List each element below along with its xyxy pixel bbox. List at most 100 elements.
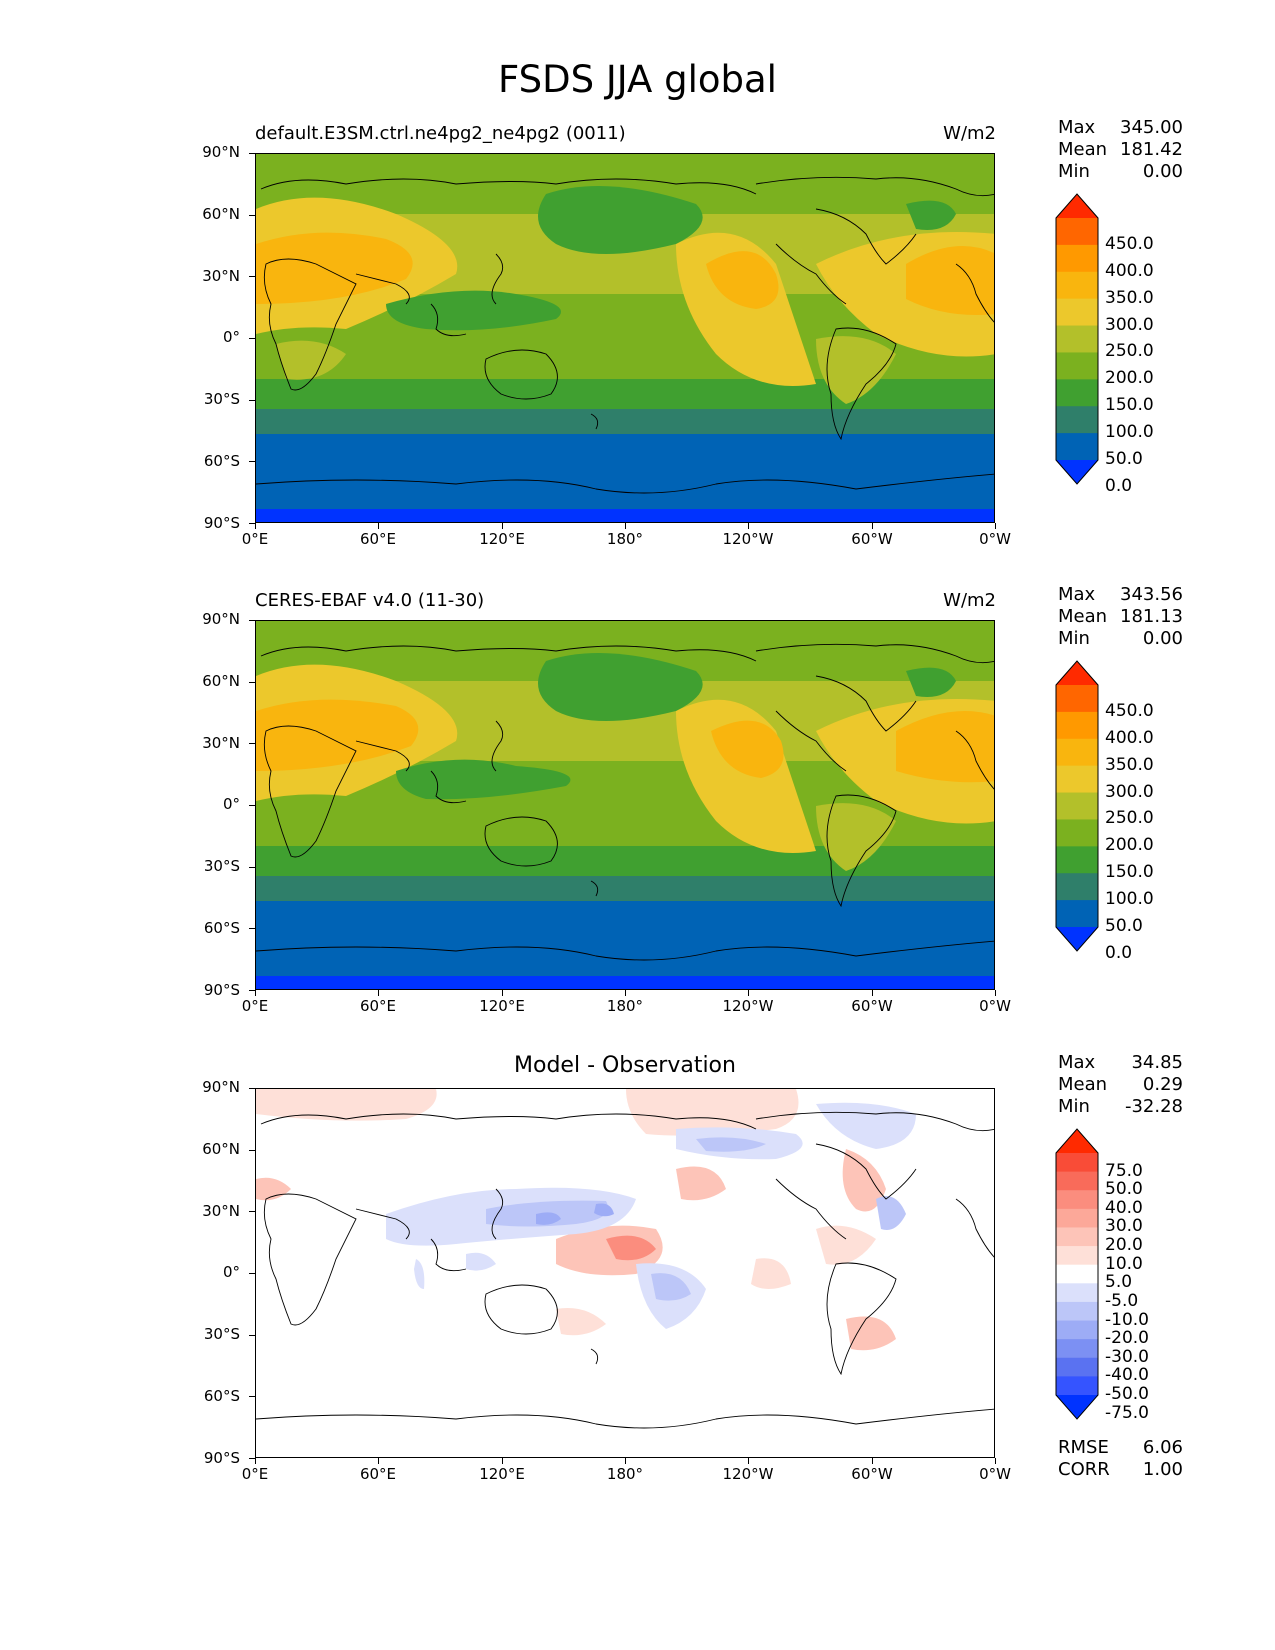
lat-tickmark [249, 866, 255, 868]
diff-title: Model - Observation [514, 1053, 736, 1078]
lat-tickmark [249, 1211, 255, 1213]
lat-tickmark [249, 1088, 255, 1089]
colorbar-tick-label: -5.0 [1105, 1290, 1139, 1311]
lon-tick: 120°W [722, 997, 774, 1015]
stat-label: Min [1058, 628, 1090, 649]
units-label: W/m2 [943, 590, 996, 611]
colorbar-segment [1056, 1283, 1098, 1303]
colorbar-tick-label: 50.0 [1105, 916, 1143, 936]
lon-tick: 60°W [851, 997, 893, 1015]
lon-tick: 0°E [241, 1465, 269, 1483]
stat-label: Min [1058, 1096, 1090, 1117]
colorbar-segment [1056, 271, 1098, 300]
colorbar-tick-label: -20.0 [1105, 1328, 1149, 1349]
colorbar-tick-label: 150.0 [1105, 395, 1154, 416]
colorbar-segment [1056, 1376, 1098, 1396]
colorbar-tick-label: 30.0 [1105, 1216, 1143, 1237]
lon-tickmark [994, 990, 996, 996]
colorbar-segment [1056, 433, 1098, 461]
lon-tickmark [624, 1458, 626, 1464]
colorbar-extend-bottom [1056, 1395, 1098, 1419]
stat-label: Mean [1058, 139, 1108, 160]
lat-tickmark [249, 523, 255, 525]
lat-tick: 60°S [203, 1387, 240, 1405]
stats-diff: Max 34.85 Mean 0.29 Min -32.28 [1058, 1052, 1183, 1118]
lon-tickmark [748, 1458, 750, 1464]
metrics-diff: RMSE 6.06 CORR 1.00 [1058, 1437, 1183, 1481]
stat-min: -32.28 [1124, 1096, 1183, 1117]
lon-tickmark [624, 523, 626, 529]
lon-tick: 0°W [979, 997, 1011, 1015]
lon-tick: 180° [606, 530, 644, 548]
stats-test: Max 345.00 Mean 181.42 Min 0.00 [1058, 117, 1183, 183]
colorbar-diff: 75.0 50.0 40.0 30.0 20.0 10.0 5.0 -5.0 -10.0 -20.… [1055, 1128, 1149, 1423]
lat-tick: 60°S [203, 452, 240, 470]
lat-tick: 90°N [202, 143, 240, 161]
lat-tick: 90°S [203, 514, 240, 532]
colorbar-segment [1056, 711, 1098, 740]
lon-tick: 60°E [359, 997, 397, 1015]
lat-tickmark [249, 805, 255, 806]
colorbar-segment [1056, 1208, 1098, 1228]
lon-tick: 120°E [479, 997, 525, 1015]
colorbar-tick-label: -50.0 [1105, 1384, 1149, 1404]
lat-tick: 30°S [203, 1325, 240, 1343]
stat-label: Max [1058, 117, 1096, 138]
lat-tickmark [249, 276, 255, 278]
colorbar-segment [1056, 765, 1098, 794]
colorbar-segment [1056, 352, 1098, 380]
colorbar-tick-label: 200.0 [1105, 368, 1154, 389]
colorbar-tick-label: 450.0 [1105, 700, 1154, 721]
colorbar-ref: 450.0 400.0 350.0 300.0 250.0 200.0 150.0 100.0… [1055, 660, 1154, 963]
colorbar-tick-label: 300.0 [1105, 314, 1154, 335]
colorbar-tick-label: 50.0 [1105, 1179, 1143, 1200]
colorbar-segment [1056, 325, 1098, 353]
lat-tick: 0° [222, 795, 240, 813]
lat-tick: 60°S [203, 919, 240, 937]
colorbar-segment [1056, 819, 1098, 847]
lon-tickmark [501, 523, 503, 529]
corr-value: 1.00 [1142, 1459, 1183, 1480]
colorbar-segment [1056, 1339, 1098, 1359]
colorbar-extend-top [1056, 661, 1098, 685]
colorbar-tick-label: -10.0 [1105, 1309, 1149, 1330]
contour-map-ref [256, 621, 994, 989]
colorbar-outline [1055, 1128, 1099, 1420]
lat-tickmark [249, 743, 255, 745]
lat-tickmark [249, 1396, 255, 1398]
colorbar-extend-top [1056, 194, 1098, 218]
lat-tick: 30°N [202, 1202, 240, 1220]
lon-tickmark [501, 1458, 503, 1464]
colorbar-tick-label: 250.0 [1105, 341, 1154, 362]
stat-min: 0.00 [1142, 161, 1183, 182]
lon-tick: 0°W [979, 530, 1011, 548]
stats-ref: Max 343.56 Mean 181.13 Min 0.00 [1058, 584, 1183, 650]
colorbar-tick-label: 200.0 [1105, 835, 1154, 856]
lon-tick: 60°E [359, 1465, 397, 1483]
units-label: W/m2 [943, 123, 996, 144]
lon-tick: 180° [606, 1465, 644, 1483]
lon-tickmark [255, 990, 256, 996]
lat-tick: 90°N [202, 1078, 240, 1096]
colorbar-tick-label: -75.0 [1105, 1402, 1149, 1423]
stat-mean: 181.42 [1120, 139, 1183, 160]
colorbar-tick-label: 0.0 [1105, 475, 1133, 496]
colorbar-tick-label: 20.0 [1105, 1235, 1143, 1256]
lon-tickmark [378, 1458, 380, 1464]
stat-mean: 181.13 [1120, 606, 1183, 627]
colorbar-segment [1056, 379, 1098, 407]
colorbar-tick-label: 400.0 [1105, 260, 1154, 281]
colorbar-tick-label: 5.0 [1105, 1272, 1133, 1293]
panel-label: default.E3SM.ctrl.ne4pg2_ne4pg2 (0011) [255, 123, 626, 144]
lon-tick: 120°E [479, 530, 525, 548]
colorbar-segment [1056, 685, 1098, 713]
lat-tick: 60°N [202, 672, 240, 690]
lon-tick: 0°E [241, 530, 269, 548]
stat-label: Mean [1058, 606, 1108, 627]
colorbar-svg [1055, 660, 1099, 952]
colorbar-tick-label: 0.0 [1105, 942, 1133, 963]
colorbar-tick-label: 40.0 [1105, 1197, 1143, 1218]
lat-tickmark [249, 461, 255, 463]
map-test [255, 153, 995, 523]
lon-tick: 60°W [851, 1465, 893, 1483]
